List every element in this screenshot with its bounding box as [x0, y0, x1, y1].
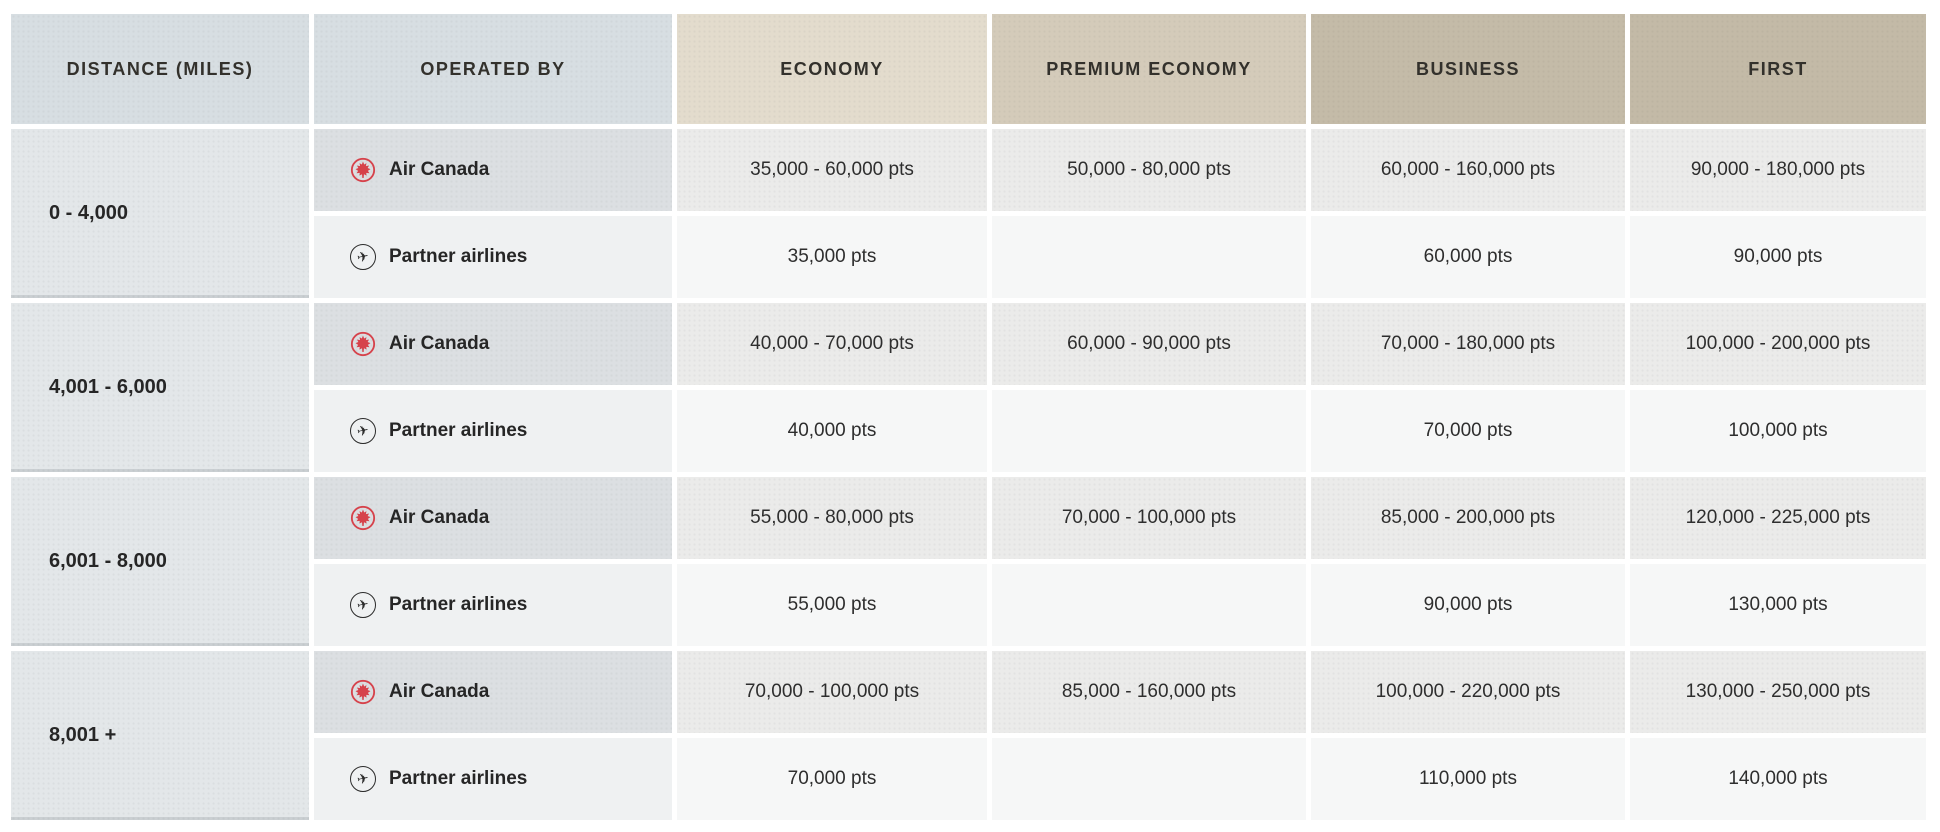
partner-airplane-icon: ✈ — [350, 766, 376, 792]
business-value: 60,000 - 160,000 pts — [1311, 129, 1625, 211]
economy-value: 40,000 pts — [677, 390, 987, 472]
premium-economy-value: 70,000 - 100,000 pts — [992, 477, 1306, 559]
operator-cell: ✈ Partner airlines — [314, 216, 672, 298]
business-value: 100,000 - 220,000 pts — [1311, 651, 1625, 733]
operator-label: Air Canada — [389, 681, 490, 702]
operator-label: Air Canada — [389, 159, 490, 180]
economy-value: 35,000 pts — [677, 216, 987, 298]
operator-cell: ✈ Partner airlines — [314, 738, 672, 820]
operator-label: Air Canada — [389, 333, 490, 354]
air-canada-maple-leaf-icon — [350, 679, 376, 705]
business-value: 70,000 pts — [1311, 390, 1625, 472]
distance-cell: 6,001 - 8,000 — [11, 477, 309, 646]
operator-cell: ✈ Partner airlines — [314, 390, 672, 472]
table-row-partner-airlines: ✈ Partner airlines 55,000 pts 90,000 pts… — [11, 564, 1926, 646]
operator-cell: ✈ Partner airlines — [314, 564, 672, 646]
economy-value: 35,000 - 60,000 pts — [677, 129, 987, 211]
first-value: 100,000 - 200,000 pts — [1630, 303, 1926, 385]
operator-cell: Air Canada — [314, 129, 672, 211]
economy-value: 55,000 pts — [677, 564, 987, 646]
first-value: 100,000 pts — [1630, 390, 1926, 472]
operator-label: Air Canada — [389, 507, 490, 528]
economy-value: 70,000 - 100,000 pts — [677, 651, 987, 733]
table-row-air-canada: 0 - 4,000 Air Canada 35,000 - 60,000 pts… — [11, 129, 1926, 298]
distance-cell: 4,001 - 6,000 — [11, 303, 309, 472]
air-canada-maple-leaf-icon — [350, 157, 376, 183]
economy-value: 70,000 pts — [677, 738, 987, 820]
first-value: 130,000 pts — [1630, 564, 1926, 646]
first-value: 130,000 - 250,000 pts — [1630, 651, 1926, 733]
business-value: 85,000 - 200,000 pts — [1311, 477, 1625, 559]
column-header-economy: ECONOMY — [677, 14, 987, 124]
column-header-operated-by: OPERATED BY — [314, 14, 672, 124]
operator-cell: Air Canada — [314, 477, 672, 559]
operator-label: Partner airlines — [389, 246, 528, 267]
air-canada-maple-leaf-icon — [350, 505, 376, 531]
distance-label: 8,001 + — [49, 724, 117, 746]
table-row-partner-airlines: ✈ Partner airlines 70,000 pts 110,000 pt… — [11, 738, 1926, 820]
economy-value: 55,000 - 80,000 pts — [677, 477, 987, 559]
operator-cell: Air Canada — [314, 303, 672, 385]
partner-airplane-icon: ✈ — [350, 244, 376, 270]
distance-cell: 0 - 4,000 — [11, 129, 309, 298]
business-value: 70,000 - 180,000 pts — [1311, 303, 1625, 385]
premium-economy-value: 85,000 - 160,000 pts — [992, 651, 1306, 733]
premium-economy-value — [992, 564, 1306, 646]
first-value: 120,000 - 225,000 pts — [1630, 477, 1926, 559]
operator-label: Partner airlines — [389, 594, 528, 615]
partner-airplane-icon: ✈ — [350, 592, 376, 618]
operator-label: Partner airlines — [389, 768, 528, 789]
distance-label: 0 - 4,000 — [49, 202, 128, 224]
business-value: 110,000 pts — [1311, 738, 1625, 820]
table-row-partner-airlines: ✈ Partner airlines 40,000 pts 70,000 pts… — [11, 390, 1926, 472]
first-value: 140,000 pts — [1630, 738, 1926, 820]
header-row: DISTANCE (MILES) OPERATED BY ECONOMY PRE… — [11, 14, 1926, 124]
column-header-distance: DISTANCE (MILES) — [11, 14, 309, 124]
table-row-partner-airlines: ✈ Partner airlines 35,000 pts 60,000 pts… — [11, 216, 1926, 298]
column-header-business: BUSINESS — [1311, 14, 1625, 124]
award-points-table: DISTANCE (MILES) OPERATED BY ECONOMY PRE… — [6, 9, 1931, 825]
distance-label: 6,001 - 8,000 — [49, 550, 167, 572]
column-header-first: FIRST — [1630, 14, 1926, 124]
distance-label: 4,001 - 6,000 — [49, 376, 167, 398]
economy-value: 40,000 - 70,000 pts — [677, 303, 987, 385]
operator-label: Partner airlines — [389, 420, 528, 441]
premium-economy-value — [992, 738, 1306, 820]
premium-economy-value — [992, 390, 1306, 472]
premium-economy-value: 50,000 - 80,000 pts — [992, 129, 1306, 211]
premium-economy-value — [992, 216, 1306, 298]
air-canada-maple-leaf-icon — [350, 331, 376, 357]
business-value: 90,000 pts — [1311, 564, 1625, 646]
premium-economy-value: 60,000 - 90,000 pts — [992, 303, 1306, 385]
first-value: 90,000 - 180,000 pts — [1630, 129, 1926, 211]
first-value: 90,000 pts — [1630, 216, 1926, 298]
table-row-air-canada: 4,001 - 6,000 Air Canada 40,000 - 70,000… — [11, 303, 1926, 472]
distance-cell: 8,001 + — [11, 651, 309, 820]
table-row-air-canada: 8,001 + Air Canada 70,000 - 100,000 pts … — [11, 651, 1926, 820]
partner-airplane-icon: ✈ — [350, 418, 376, 444]
business-value: 60,000 pts — [1311, 216, 1625, 298]
table-row-air-canada: 6,001 - 8,000 Air Canada 55,000 - 80,000… — [11, 477, 1926, 646]
operator-cell: Air Canada — [314, 651, 672, 733]
column-header-premium-economy: PREMIUM ECONOMY — [992, 14, 1306, 124]
